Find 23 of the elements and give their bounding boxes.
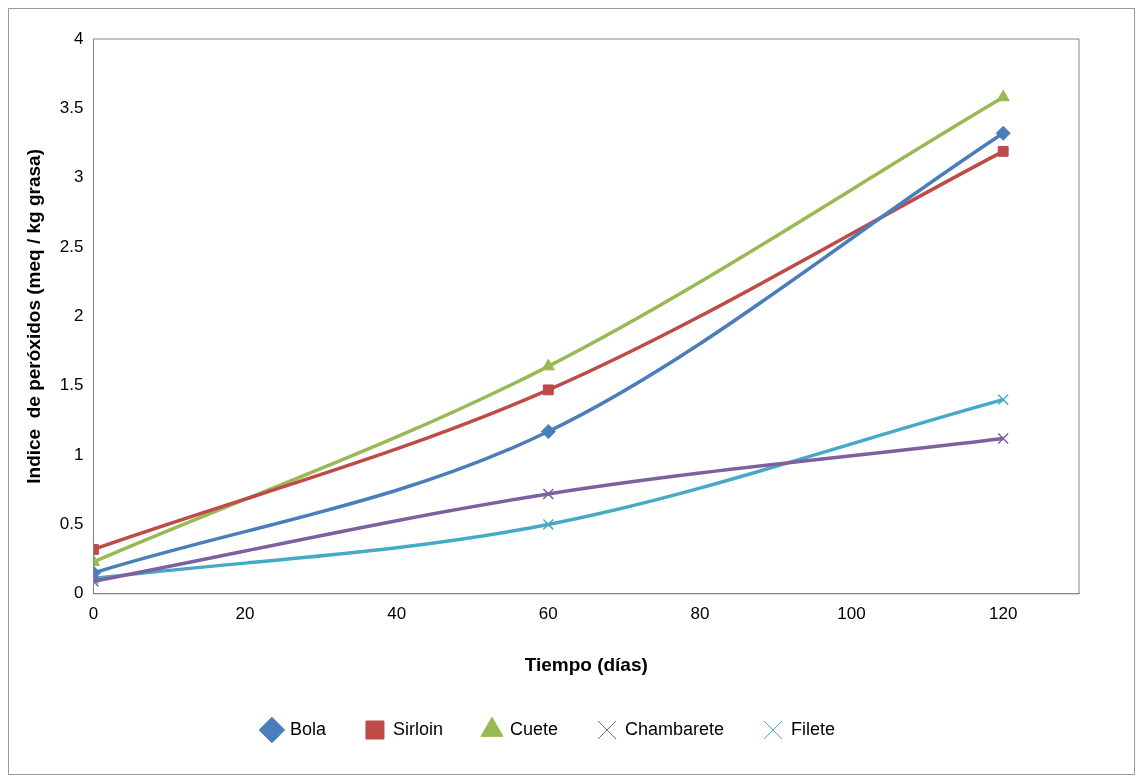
legend-label: Sirloin <box>392 718 443 739</box>
y-tick-label: 1 <box>73 444 84 464</box>
y-tick-label: 0.5 <box>59 514 84 534</box>
y-tick-label: 2.5 <box>59 236 84 256</box>
x-tick-label: 40 <box>387 603 407 623</box>
x-tick-label: 0 <box>88 603 99 623</box>
x-tick-label: 20 <box>235 603 255 623</box>
y-tick-label: 4 <box>73 28 84 48</box>
legend-label: Bola <box>289 718 327 739</box>
x-tick-label: 120 <box>989 603 1018 623</box>
legend-label: Filete <box>791 718 836 739</box>
legend-label: Chambarete <box>625 718 725 739</box>
y-tick-label: 3.5 <box>59 98 84 118</box>
y-tick-label: 2 <box>73 306 84 326</box>
x-tick-label: 60 <box>538 603 558 623</box>
y-tick-label: 1.5 <box>59 375 84 395</box>
y-tick-label: 3 <box>73 167 84 187</box>
y-tick-label: 0 <box>73 583 84 603</box>
legend-label: Cuete <box>509 718 559 739</box>
x-axis-title: Tiempo (días) <box>524 653 648 675</box>
x-tick-label: 100 <box>837 603 866 623</box>
y-axis-title: Indice de peróxidos (meq / kg grasa) <box>22 149 44 484</box>
x-tick-label: 80 <box>690 603 710 623</box>
